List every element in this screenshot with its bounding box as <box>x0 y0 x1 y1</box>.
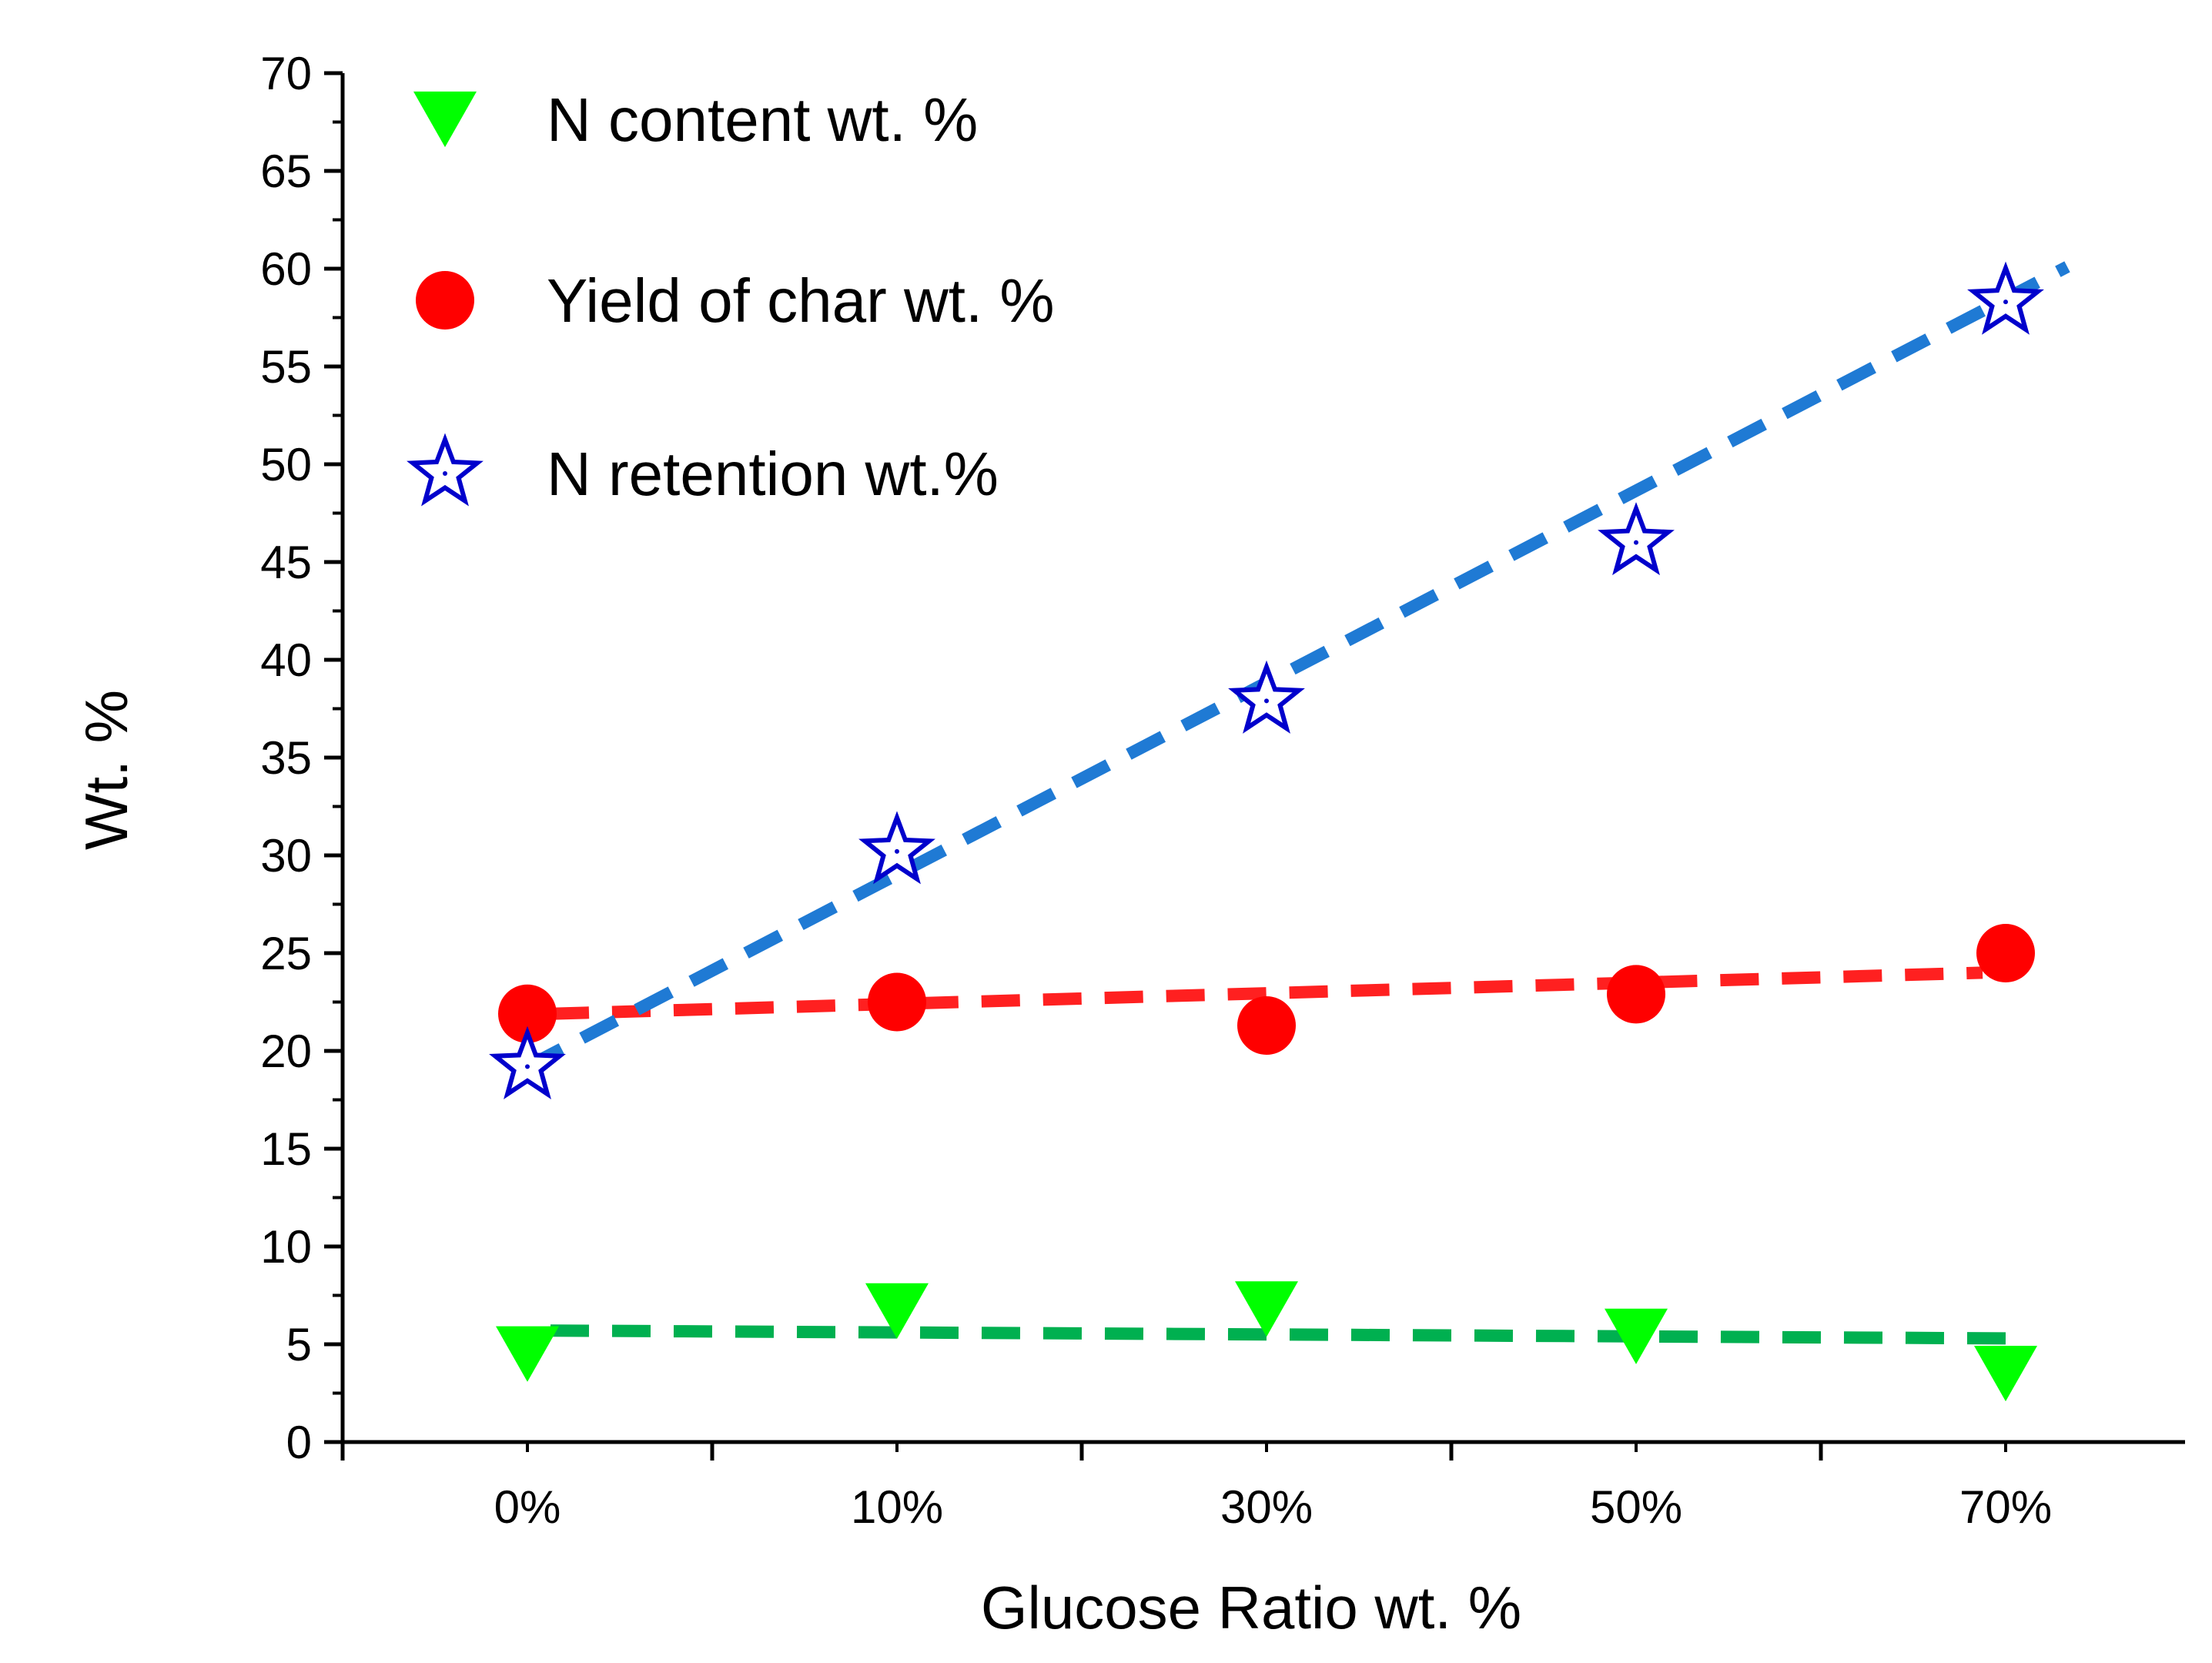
y-tick-label: 45 <box>260 537 312 588</box>
legend-label: N retention wt.% <box>547 440 999 508</box>
data-point-triangle-down <box>1235 1281 1298 1337</box>
data-point-triangle-down <box>1605 1308 1668 1364</box>
data-point-triangle-down <box>865 1283 929 1339</box>
y-tick-label: 0 <box>286 1417 312 1468</box>
fit-line-star-open <box>524 261 2070 1072</box>
legend-marker-circle <box>416 271 474 330</box>
legend-marker-star-open-dot <box>443 471 447 476</box>
legend-label: Yield of char wt. % <box>547 266 1055 335</box>
y-tick-label: 40 <box>260 634 312 686</box>
data-point-star-open-dot <box>1634 540 1638 545</box>
fit-lines <box>524 261 2070 1345</box>
data-point-circle <box>1237 995 1296 1055</box>
data-point-triangle-down <box>1974 1346 2037 1402</box>
y-tick-label: 25 <box>260 928 312 979</box>
data-point-circle <box>1607 965 1665 1024</box>
y-tick-label: 60 <box>260 243 312 295</box>
y-tick-label: 35 <box>260 732 312 784</box>
data-markers <box>489 261 2044 1402</box>
x-tick-label: 70% <box>1959 1481 2052 1533</box>
legend-marker-star-open <box>407 433 484 507</box>
x-tick-label: 10% <box>851 1481 943 1533</box>
fit-line-circle <box>550 966 1983 1020</box>
data-point-circle <box>1976 924 2035 982</box>
y-tick-label: 15 <box>260 1123 312 1175</box>
y-tick-label: 30 <box>260 830 312 882</box>
y-tick-label: 10 <box>260 1221 312 1273</box>
legend-marker-triangle-down <box>413 91 477 148</box>
x-tick-label: 0% <box>494 1481 561 1533</box>
y-tick-label: 20 <box>260 1026 312 1077</box>
y-tick-label: 5 <box>286 1319 312 1370</box>
data-point-star-open-dot <box>2003 299 2008 305</box>
data-point-star-open <box>1228 660 1305 734</box>
data-point-star-open <box>1967 261 2044 335</box>
data-point-star-open <box>489 1026 566 1099</box>
y-tick-label: 50 <box>260 439 312 490</box>
legend: N content wt. % Yield of char wt. % N rete… <box>407 85 1055 508</box>
x-axis-title: Glucose Ratio wt. % <box>981 1574 1521 1641</box>
x-tick-label: 50% <box>1590 1481 1682 1533</box>
y-tick-label: 70 <box>260 48 312 99</box>
data-point-star-open <box>1598 502 1675 576</box>
data-point-star-open <box>858 811 935 885</box>
legend-label: N content wt. % <box>547 85 978 154</box>
y-tick-label: 65 <box>260 146 312 197</box>
data-point-star-open-dot <box>525 1064 530 1069</box>
y-tick-label: 55 <box>260 341 312 393</box>
y-axis-title: Wt. % <box>72 690 140 850</box>
data-point-triangle-down <box>496 1326 559 1382</box>
data-point-star-open-dot <box>1264 698 1269 704</box>
data-point-star-open-dot <box>895 848 899 854</box>
data-point-circle <box>868 972 926 1032</box>
axes: 0 5 10 15 20 25 30 35 40 45 50 55 60 65 70 0% 10% 30% 50% 7… <box>260 48 2185 1533</box>
data-point-circle <box>498 984 557 1043</box>
x-tick-label: 30% <box>1220 1481 1313 1533</box>
